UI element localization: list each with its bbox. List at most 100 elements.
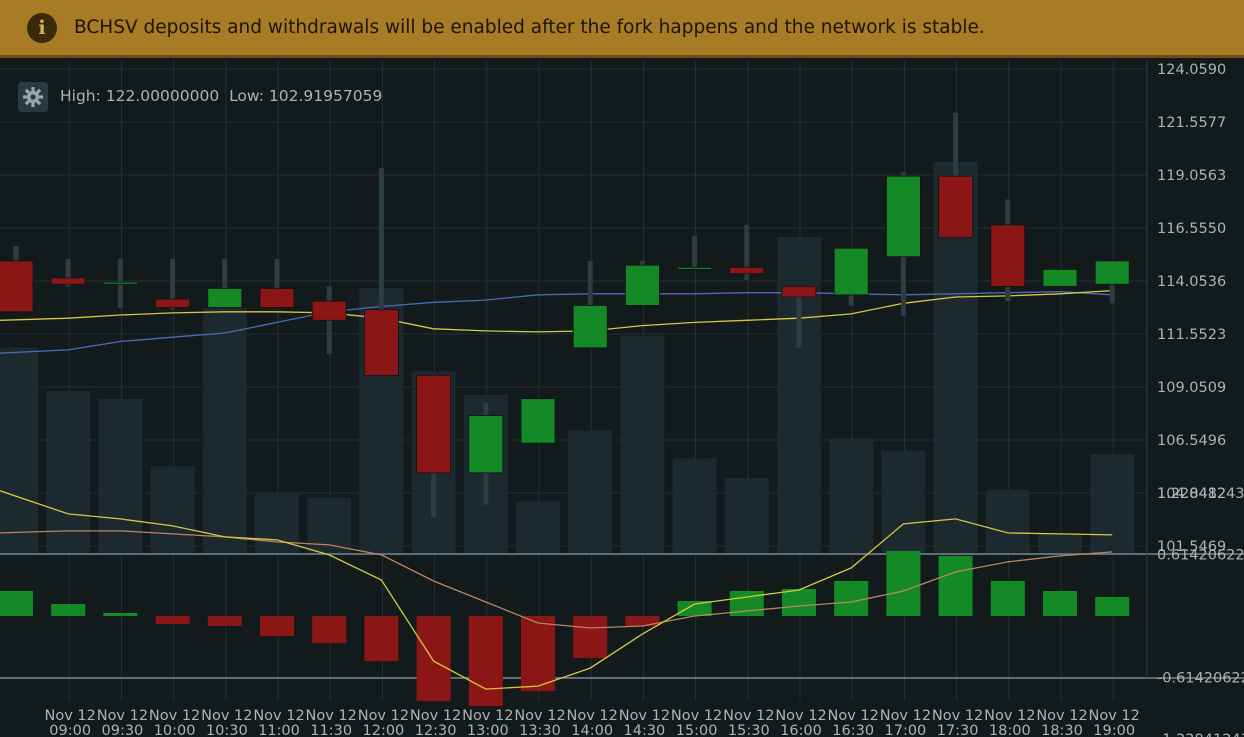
- macd-tick-label: 0.61420622: [1157, 548, 1244, 564]
- time-tick-time: 09:30: [102, 723, 144, 737]
- candle-body: [207, 288, 243, 308]
- time-tick-time: 19:00: [1093, 723, 1135, 737]
- candle: [572, 260, 608, 349]
- macd-histogram-bar: [834, 580, 869, 616]
- time-tick-time: 13:00: [467, 723, 509, 737]
- macd-histogram-bar: [468, 616, 503, 707]
- macd-histogram-bar: [364, 616, 399, 662]
- time-tick-time: 10:00: [154, 723, 196, 737]
- candle-body: [259, 288, 295, 308]
- time-tick-time: 17:30: [937, 723, 979, 737]
- volume-bar: [672, 458, 717, 553]
- price-tick-label: 109.0509: [1157, 380, 1226, 396]
- candle: [990, 199, 1026, 302]
- candle: [259, 258, 295, 308]
- volume-bar: [777, 237, 821, 553]
- time-tick-time: 14:30: [624, 723, 666, 737]
- time-tick-time: 18:00: [989, 723, 1031, 737]
- info-icon: i: [27, 12, 57, 43]
- time-tick-time: 15:30: [728, 723, 770, 737]
- volume-bar: [829, 438, 874, 553]
- price-tick-label: 104.0482: [1157, 486, 1226, 502]
- time-tick-date: Nov 12: [619, 708, 670, 724]
- macd-histogram-bar: [0, 590, 33, 616]
- time-tick-time: 12:00: [363, 723, 405, 737]
- macd-histogram-bar: [1043, 590, 1077, 616]
- macd-histogram-bar: [312, 616, 347, 644]
- price-tick-label: 121.5577: [1157, 115, 1226, 131]
- time-tick-date: Nov 12: [253, 708, 304, 724]
- candle: [520, 398, 556, 444]
- price-chart[interactable]: 124.0590 121.5577 119.0563 116.5550 114.0536…: [0, 61, 1244, 737]
- candle-body: [729, 266, 765, 275]
- volume-bar: [0, 347, 38, 553]
- candle: [155, 258, 191, 310]
- time-tick-time: 18:30: [1041, 723, 1083, 737]
- macd-signal-line: [0, 530, 1113, 629]
- price-tick-label: 124.0590: [1157, 62, 1226, 78]
- time-tick-time: 11:30: [310, 723, 352, 737]
- macd-histogram-bar: [938, 555, 973, 616]
- time-tick-date: Nov 12: [462, 708, 513, 724]
- time-tick-date: Nov 12: [306, 708, 357, 724]
- candle-body: [1042, 269, 1078, 287]
- time-tick-date: Nov 12: [671, 708, 722, 724]
- candle-body: [0, 260, 34, 313]
- macd-tick-label: 1.22841243: [1157, 486, 1244, 502]
- candle-body: [781, 285, 817, 298]
- time-tick-time: 09:00: [49, 723, 91, 737]
- high-label: High:: [60, 87, 101, 105]
- macd-histogram-bar: [521, 616, 555, 692]
- low-value: 102.91957059: [268, 87, 383, 105]
- time-tick-time: 15:00: [676, 723, 718, 737]
- macd-histogram-bar: [1095, 596, 1130, 616]
- time-tick-time: 13:30: [519, 723, 561, 737]
- high-low-readout: High: 122.00000000 Low: 102.91957059: [60, 87, 382, 105]
- volume-bar: [985, 489, 1030, 553]
- notice-banner: i BCHSV deposits and withdrawals will be…: [0, 0, 1244, 58]
- banner-text: BCHSV deposits and withdrawals will be e…: [74, 17, 985, 38]
- price-tick-label: 114.0536: [1157, 274, 1226, 290]
- time-tick-date: Nov 12: [828, 708, 879, 724]
- candle: [677, 235, 712, 270]
- candle: [363, 167, 399, 376]
- candle: [311, 286, 347, 355]
- candle-body: [468, 415, 504, 474]
- time-tick-date: Nov 12: [880, 708, 931, 724]
- volume-bar: [620, 335, 665, 553]
- low-label: Low:: [229, 87, 264, 105]
- macd-histogram-bar: [886, 550, 921, 616]
- candle-body: [416, 374, 452, 474]
- candle: [0, 246, 34, 313]
- price-tick-label: 116.5550: [1157, 221, 1226, 237]
- time-tick-time: 10:30: [206, 723, 248, 737]
- candle-body: [990, 224, 1026, 287]
- volume-bar: [1038, 533, 1082, 553]
- candle-body: [886, 175, 921, 258]
- volume-bar: [568, 430, 613, 553]
- time-tick-date: Nov 12: [932, 708, 983, 724]
- ma-fast-line: [0, 289, 1113, 333]
- time-tick-date: Nov 12: [1036, 708, 1087, 724]
- candle-body: [363, 309, 399, 376]
- candle: [207, 258, 243, 308]
- candle-body: [1094, 260, 1130, 285]
- candle-body: [572, 305, 608, 349]
- candle: [416, 374, 452, 518]
- time-tick-date: Nov 12: [723, 708, 774, 724]
- time-tick-date: Nov 12: [567, 708, 618, 724]
- chart-settings-button[interactable]: [18, 82, 48, 112]
- candle: [1094, 260, 1130, 304]
- candle-body: [938, 175, 973, 239]
- price-tick-label: 119.0563: [1157, 168, 1226, 184]
- macd-tick-label: -1.22841243: [1157, 732, 1244, 737]
- candle: [886, 171, 921, 317]
- time-tick-date: Nov 12: [984, 708, 1035, 724]
- macd-histogram-bar: [155, 616, 190, 625]
- macd-histogram-bar: [103, 612, 138, 616]
- macd-histogram-bar: [782, 588, 816, 616]
- candle: [468, 402, 504, 505]
- candle-body: [103, 281, 138, 285]
- time-tick-date: Nov 12: [97, 708, 148, 724]
- time-tick-time: 12:30: [415, 723, 457, 737]
